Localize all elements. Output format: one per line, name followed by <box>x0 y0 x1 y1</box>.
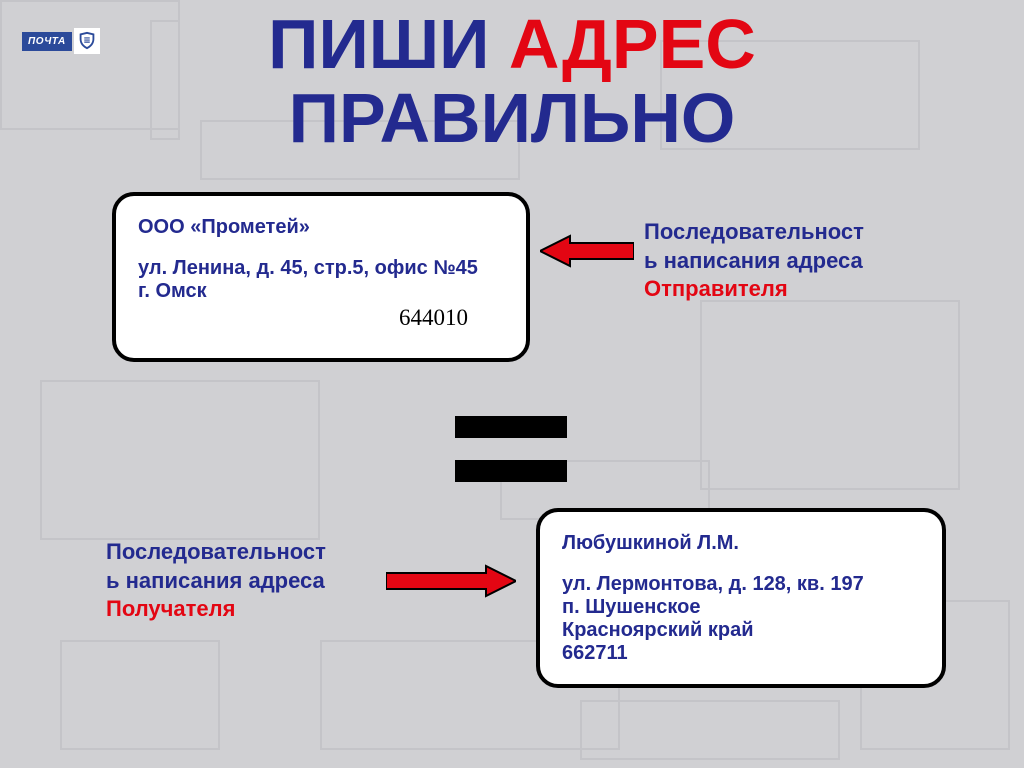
recipient-line-name: Любушкиной Л.М. <box>562 532 920 555</box>
background-rect <box>40 380 320 540</box>
caption-recipient-highlight: Получателя <box>106 596 235 621</box>
title-word-pravilno: ПРАВИЛЬНО <box>289 79 736 157</box>
recipient-line-town: п. Шушенское <box>562 596 920 619</box>
address-card-sender: ООО «Прометей» ул. Ленина, д. 45, стр.5,… <box>112 192 530 362</box>
caption-recipient-line1: Последовательност <box>106 539 326 564</box>
equals-icon <box>455 416 567 504</box>
arrow-left-icon <box>540 232 634 275</box>
title-word-pishi: ПИШИ <box>268 5 509 83</box>
title-word-adres: АДРЕС <box>509 5 756 83</box>
background-rect <box>580 700 840 760</box>
caption-recipient-line2: ь написания адреса <box>106 568 325 593</box>
address-card-recipient: Любушкиной Л.М. ул. Лермонтова, д. 128, … <box>536 508 946 688</box>
caption-sender-line2: ь написания адреса <box>644 248 863 273</box>
equals-bar-bottom <box>455 460 567 482</box>
arrow-right-icon <box>386 562 516 605</box>
caption-sender-highlight: Отправителя <box>644 276 788 301</box>
page-title: ПИШИ АДРЕС ПРАВИЛЬНО <box>0 8 1024 155</box>
sender-postcode: 644010 <box>138 305 504 331</box>
caption-sender-line1: Последовательност <box>644 219 864 244</box>
recipient-line-street: ул. Лермонтова, д. 128, кв. 197 <box>562 573 920 596</box>
caption-recipient-sequence: Последовательност ь написания адреса Пол… <box>106 538 326 624</box>
recipient-line-region: Красноярский край <box>562 619 920 642</box>
background-rect <box>700 300 960 490</box>
sender-line-city: г. Омск <box>138 280 504 303</box>
recipient-line-index: 662711 <box>562 642 920 665</box>
sender-line-street: ул. Ленина, д. 45, стр.5, офис №45 <box>138 257 504 280</box>
background-rect <box>60 640 220 750</box>
sender-line-name: ООО «Прометей» <box>138 216 504 239</box>
caption-sender-sequence: Последовательност ь написания адреса Отп… <box>644 218 864 304</box>
equals-bar-top <box>455 416 567 438</box>
